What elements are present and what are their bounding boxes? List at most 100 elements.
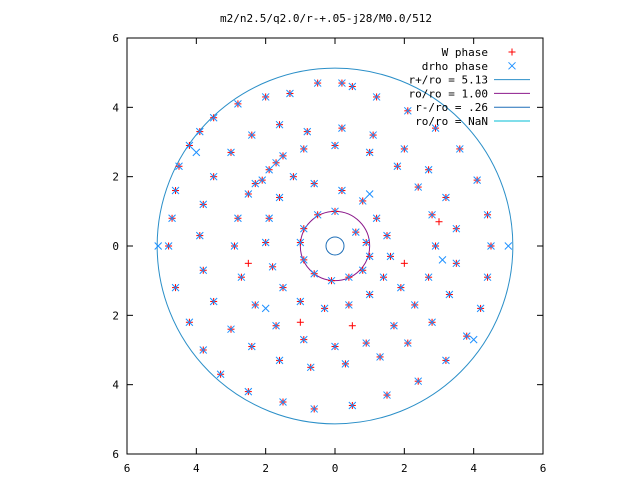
drho-phase-point bbox=[227, 325, 235, 334]
drho-phase-point bbox=[272, 321, 280, 330]
drho-phase-point bbox=[299, 224, 308, 233]
x-tick-label: 4 bbox=[470, 462, 477, 475]
w-phase-point bbox=[296, 318, 304, 326]
x-tick-label: 4 bbox=[193, 462, 200, 475]
drho-phase-point bbox=[428, 318, 436, 327]
legend-label: r+/ro = 5.13 bbox=[409, 74, 488, 87]
circle-r-ro-26 bbox=[325, 236, 345, 256]
drho-phase-point bbox=[379, 273, 388, 282]
drho-phase-point bbox=[272, 158, 280, 167]
drho-phase-point bbox=[279, 152, 287, 160]
drho-phase-point bbox=[452, 259, 461, 268]
drho-phase-point bbox=[306, 363, 315, 372]
drho-phase-point bbox=[289, 172, 298, 181]
drho-phase-point bbox=[299, 145, 308, 153]
drho-phase-point bbox=[331, 207, 339, 216]
data-points bbox=[154, 79, 513, 413]
drho-phase-point bbox=[251, 179, 260, 188]
drho-phase-point bbox=[414, 377, 423, 386]
drho-phase-point bbox=[244, 190, 253, 198]
drho-phase-point bbox=[258, 176, 267, 184]
drho-phase-point bbox=[504, 242, 513, 250]
drho-phase-point bbox=[279, 283, 287, 292]
drho-phase-point bbox=[338, 186, 346, 195]
drho-phase-point bbox=[164, 242, 173, 250]
drho-phase-point bbox=[310, 269, 319, 278]
drho-phase-point bbox=[195, 127, 204, 136]
y-tick-label: 4 bbox=[112, 379, 119, 392]
drho-phase-point bbox=[442, 356, 450, 365]
drho-phase-point bbox=[369, 131, 377, 139]
drho-phase-point bbox=[351, 228, 360, 236]
legend-sample bbox=[508, 61, 516, 70]
drho-phase-point bbox=[462, 332, 471, 340]
drho-phase-point bbox=[310, 405, 319, 413]
legend-label: W phase bbox=[442, 46, 488, 59]
drho-phase-point bbox=[331, 342, 339, 351]
drho-phase-point bbox=[261, 304, 270, 313]
drho-phase-point bbox=[171, 186, 180, 195]
drho-phase-point bbox=[327, 276, 336, 285]
drho-phase-point bbox=[310, 179, 319, 188]
drho-phase-point bbox=[338, 79, 346, 87]
drho-phase-point bbox=[234, 100, 242, 108]
drho-phase-point bbox=[195, 231, 204, 240]
drho-phase-point bbox=[386, 252, 395, 261]
y-tick-label: 6 bbox=[112, 32, 119, 45]
drho-phase-point bbox=[275, 193, 284, 202]
drho-phase-point bbox=[171, 283, 180, 292]
drho-phase-point bbox=[365, 290, 374, 299]
y-tick-label: 2 bbox=[112, 309, 119, 322]
drho-phase-point bbox=[265, 214, 273, 223]
drho-phase-point bbox=[185, 141, 194, 150]
drho-phase-point bbox=[452, 224, 461, 233]
drho-phase-point bbox=[199, 346, 208, 354]
circle-r-ro-5-13 bbox=[156, 67, 514, 425]
drho-phase-point bbox=[358, 197, 367, 205]
drho-phase-point bbox=[247, 131, 256, 139]
drho-phase-point bbox=[397, 283, 405, 292]
drho-phase-point bbox=[192, 148, 201, 157]
drho-phase-point bbox=[230, 242, 239, 250]
drho-phase-point bbox=[362, 238, 371, 247]
drho-phase-point bbox=[414, 183, 423, 191]
x-tick-label: 2 bbox=[401, 462, 408, 475]
chart-title: m2/n2.5/q2.0/r-+.05-j28/M0.0/512 bbox=[220, 12, 432, 25]
y-tick-label: 4 bbox=[112, 101, 119, 114]
drho-phase-point bbox=[251, 301, 260, 309]
drho-phase-point bbox=[473, 176, 481, 184]
drho-phase-point bbox=[299, 256, 308, 264]
drho-phase-point bbox=[265, 165, 273, 174]
legend-label: drho phase bbox=[422, 60, 488, 73]
w-phase-point bbox=[348, 322, 356, 330]
drho-phase-point bbox=[428, 210, 436, 219]
drho-phase-point bbox=[175, 162, 183, 171]
drho-phase-point bbox=[168, 214, 176, 223]
legend-label: ro/ro = 1.00 bbox=[409, 87, 488, 100]
drho-phase-point bbox=[227, 148, 235, 157]
y-tick-label: 2 bbox=[112, 171, 119, 184]
drho-phase-point bbox=[365, 190, 374, 198]
drho-phase-point bbox=[275, 356, 284, 365]
legend-label: ro/ro = NaN bbox=[415, 115, 488, 128]
drho-phase-point bbox=[237, 273, 246, 282]
drho-phase-point bbox=[483, 210, 492, 219]
x-tick-label: 6 bbox=[540, 462, 547, 475]
drho-phase-point bbox=[455, 145, 464, 153]
drho-phase-point bbox=[424, 273, 433, 282]
drho-phase-point bbox=[331, 141, 339, 150]
drho-phase-point bbox=[234, 214, 242, 223]
drho-phase-point bbox=[442, 193, 450, 202]
y-tick-label: 0 bbox=[112, 240, 119, 253]
drho-phase-point bbox=[209, 297, 218, 306]
drho-phase-point bbox=[244, 387, 253, 396]
drho-phase-point bbox=[313, 79, 322, 87]
drho-phase-point bbox=[345, 301, 353, 309]
drho-phase-point bbox=[268, 262, 277, 271]
drho-phase-point bbox=[320, 304, 329, 313]
drho-phase-point bbox=[372, 214, 381, 223]
drho-phase-point bbox=[483, 273, 492, 282]
x-tick-label: 0 bbox=[332, 462, 339, 475]
drho-phase-point bbox=[372, 93, 381, 101]
